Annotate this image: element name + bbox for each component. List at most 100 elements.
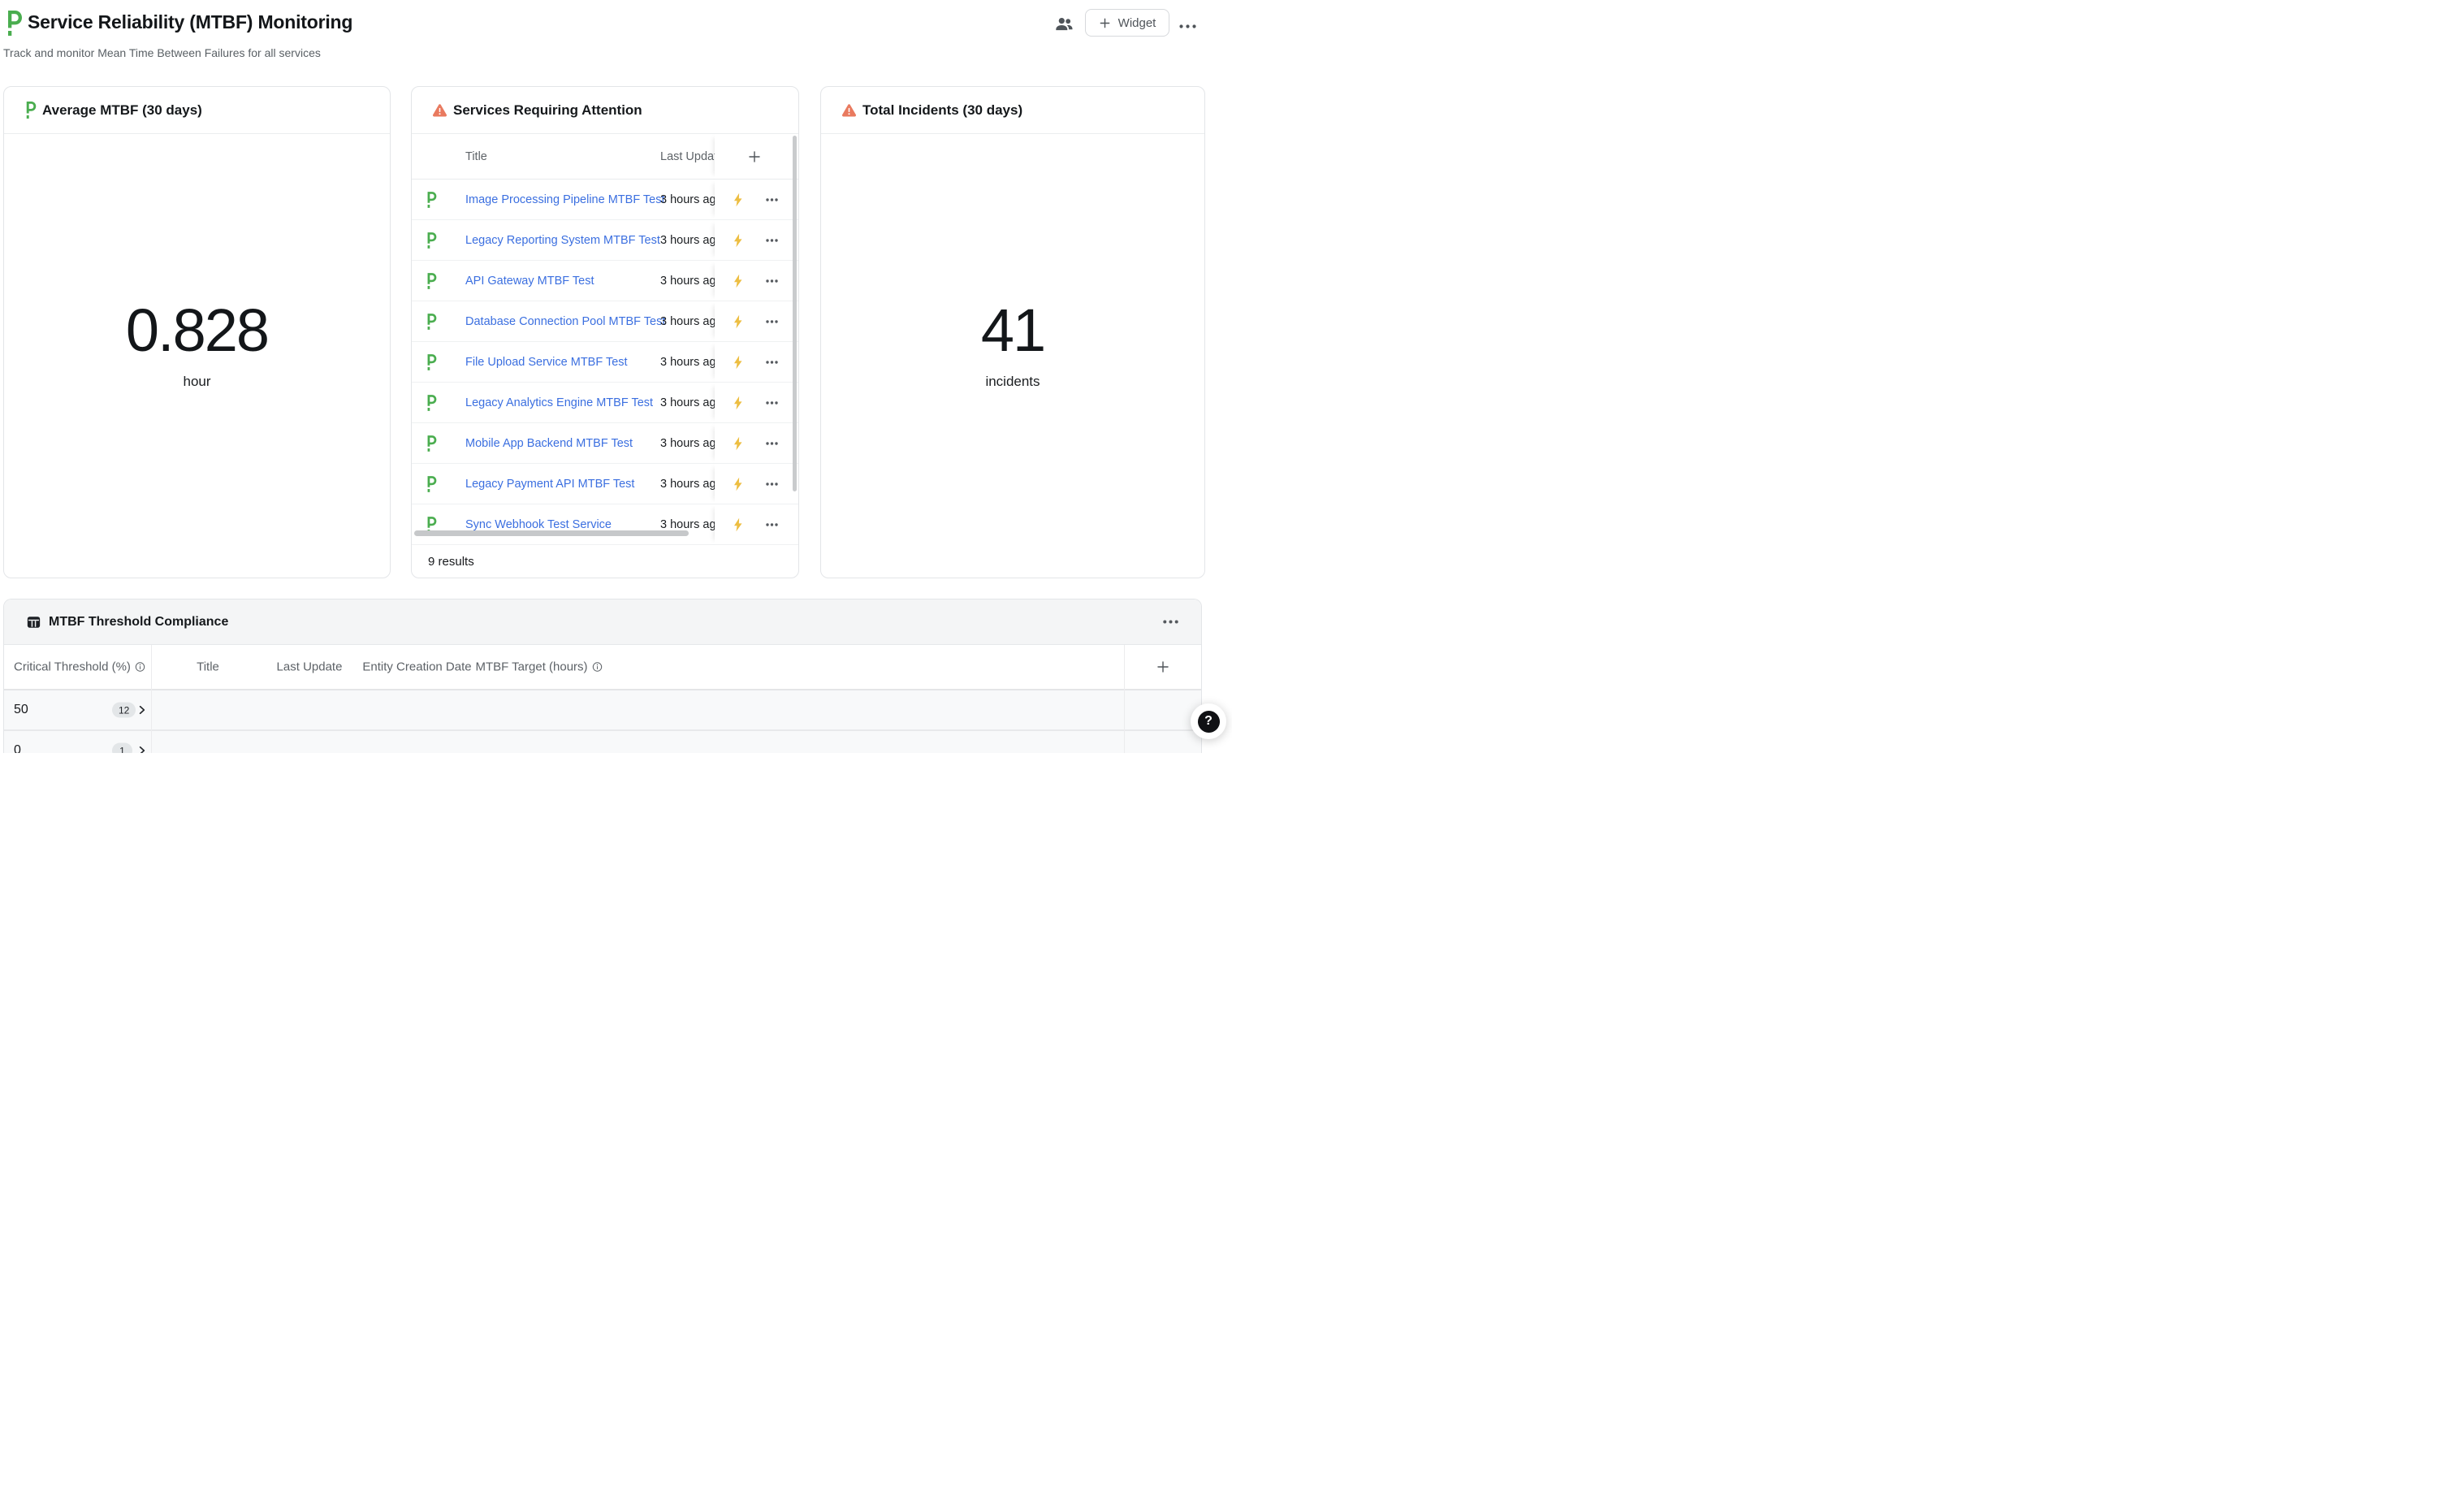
port-entity-icon [426, 191, 437, 208]
column-label: MTBF Target (hours) [475, 660, 588, 674]
column-mtbf-target: MTBF Target (hours) [472, 660, 606, 674]
group-value: 50 [14, 703, 28, 716]
card-title: MTBF Threshold Compliance [49, 614, 229, 629]
horizontal-scrollbar-thumb[interactable] [414, 530, 689, 536]
row-more-menu-icon[interactable] [763, 399, 780, 407]
table-row: Mobile App Backend MTBF Test 3 hours ago [412, 423, 798, 464]
port-entity-icon [426, 313, 437, 330]
row-more-menu-icon[interactable] [763, 521, 780, 529]
row-more-menu-icon[interactable] [763, 439, 780, 448]
group-row[interactable]: 0 1 [4, 731, 1201, 753]
row-actions [715, 383, 798, 422]
threshold-table-header: Critical Threshold (%) Title Last Update… [4, 645, 1201, 690]
plus-icon [1099, 17, 1111, 29]
total-incidents-card-header: Total Incidents (30 days) [821, 87, 1204, 134]
chevron-right-icon[interactable] [136, 704, 148, 716]
port-entity-icon [426, 232, 437, 249]
total-incidents-value: 41 [980, 296, 1046, 364]
entity-link[interactable]: API Gateway MTBF Test [465, 274, 594, 288]
results-count: 9 results [428, 555, 474, 569]
avg-mtbf-unit: hour [183, 374, 211, 389]
entity-link[interactable]: Image Processing Pipeline MTBF Test [465, 193, 665, 206]
lightning-bolt-icon[interactable] [732, 476, 744, 491]
entity-link[interactable]: Mobile App Backend MTBF Test [465, 436, 633, 450]
warning-icon [841, 103, 857, 118]
row-actions [715, 301, 798, 341]
table-more-menu-icon[interactable] [1160, 617, 1182, 627]
last-update-value: 3 hours ago [660, 193, 723, 206]
entity-link[interactable]: Sync Webhook Test Service [465, 517, 612, 531]
attention-table-header: Title Last Update [412, 134, 798, 180]
group-count-badge: 1 [112, 742, 132, 753]
row-more-menu-icon[interactable] [763, 236, 780, 245]
lightning-bolt-icon[interactable] [732, 314, 744, 329]
port-entity-icon [426, 394, 437, 411]
row-more-menu-icon[interactable] [763, 358, 780, 366]
group-count-badge: 12 [112, 702, 136, 718]
add-column-icon[interactable] [1124, 645, 1201, 689]
lightning-bolt-icon[interactable] [732, 435, 744, 451]
card-title: Total Incidents (30 days) [862, 102, 1023, 118]
column-separator [151, 645, 152, 753]
info-icon[interactable] [135, 662, 145, 673]
row-more-menu-icon[interactable] [763, 480, 780, 488]
last-update-value: 3 hours ago [660, 436, 723, 450]
entity-link[interactable]: Legacy Payment API MTBF Test [465, 477, 635, 491]
table-row: File Upload Service MTBF Test 3 hours ago [412, 342, 798, 383]
vertical-scrollbar-thumb[interactable] [793, 136, 797, 491]
add-widget-button[interactable]: Widget [1085, 9, 1169, 37]
page-more-menu-icon[interactable] [1176, 21, 1200, 32]
group-value: 0 [14, 743, 21, 753]
services-attention-card: Services Requiring Attention Title Last … [411, 86, 799, 578]
row-more-menu-icon[interactable] [763, 318, 780, 326]
table-icon [27, 616, 41, 629]
total-incidents-card: Total Incidents (30 days) 41 incidents [820, 86, 1205, 578]
table-row: Legacy Reporting System MTBF Test 3 hours… [412, 220, 798, 261]
port-entity-icon [426, 475, 437, 492]
port-entity-icon [426, 272, 437, 289]
entity-link[interactable]: File Upload Service MTBF Test [465, 355, 628, 369]
last-update-value: 3 hours ago [660, 517, 723, 531]
port-entity-icon [24, 102, 37, 119]
dashboard-page: Service Reliability (MTBF) Monitoring Tr… [0, 0, 1232, 753]
last-update-value: 3 hours ago [660, 477, 723, 491]
last-update-value: 3 hours ago [660, 233, 723, 247]
last-update-value: 3 hours ago [660, 355, 723, 369]
port-entity-icon [426, 435, 437, 452]
column-last-update: Last Update [276, 660, 343, 674]
row-actions [715, 220, 798, 260]
port-logo-icon [5, 11, 23, 36]
entity-link[interactable]: Legacy Analytics Engine MTBF Test [465, 396, 654, 409]
card-title: Average MTBF (30 days) [42, 102, 202, 118]
table-row: Image Processing Pipeline MTBF Test 3 hou… [412, 180, 798, 220]
entity-link[interactable]: Legacy Reporting System MTBF Test [465, 233, 660, 247]
entity-link[interactable]: Database Connection Pool MTBF Test [465, 314, 666, 328]
lightning-bolt-icon[interactable] [732, 395, 744, 410]
help-button[interactable]: ? [1191, 703, 1226, 739]
table-row: Database Connection Pool MTBF Test 3 hour… [412, 301, 798, 342]
avg-mtbf-card-header: Average MTBF (30 days) [4, 87, 390, 134]
avg-mtbf-value: 0.828 [125, 296, 270, 364]
chevron-right-icon[interactable] [136, 745, 148, 753]
add-column-icon[interactable] [748, 150, 761, 163]
group-row[interactable]: 50 12 [4, 690, 1201, 731]
lightning-bolt-icon[interactable] [732, 354, 744, 370]
table-row: Sync Webhook Test Service 3 hours ago [412, 504, 798, 545]
row-more-menu-icon[interactable] [763, 277, 780, 285]
row-more-menu-icon[interactable] [763, 196, 780, 204]
avg-mtbf-card: Average MTBF (30 days) 0.828 hour [3, 86, 391, 578]
table-row: Legacy Payment API MTBF Test 3 hours ago [412, 464, 798, 504]
column-entity-creation-date: Entity Creation Date [362, 660, 472, 674]
members-icon[interactable] [1054, 14, 1074, 33]
page-title: Service Reliability (MTBF) Monitoring [28, 11, 353, 32]
column-title: Title [465, 149, 487, 163]
avg-mtbf-body: 0.828 hour [4, 134, 390, 556]
lightning-bolt-icon[interactable] [732, 273, 744, 288]
threshold-compliance-card: MTBF Threshold Compliance Critical Thres… [3, 599, 1202, 753]
lightning-bolt-icon[interactable] [732, 192, 744, 207]
lightning-bolt-icon[interactable] [732, 232, 744, 248]
column-critical-threshold: Critical Threshold (%) [14, 660, 145, 674]
total-incidents-unit: incidents [985, 374, 1040, 389]
info-icon[interactable] [592, 662, 603, 673]
lightning-bolt-icon[interactable] [732, 517, 744, 532]
